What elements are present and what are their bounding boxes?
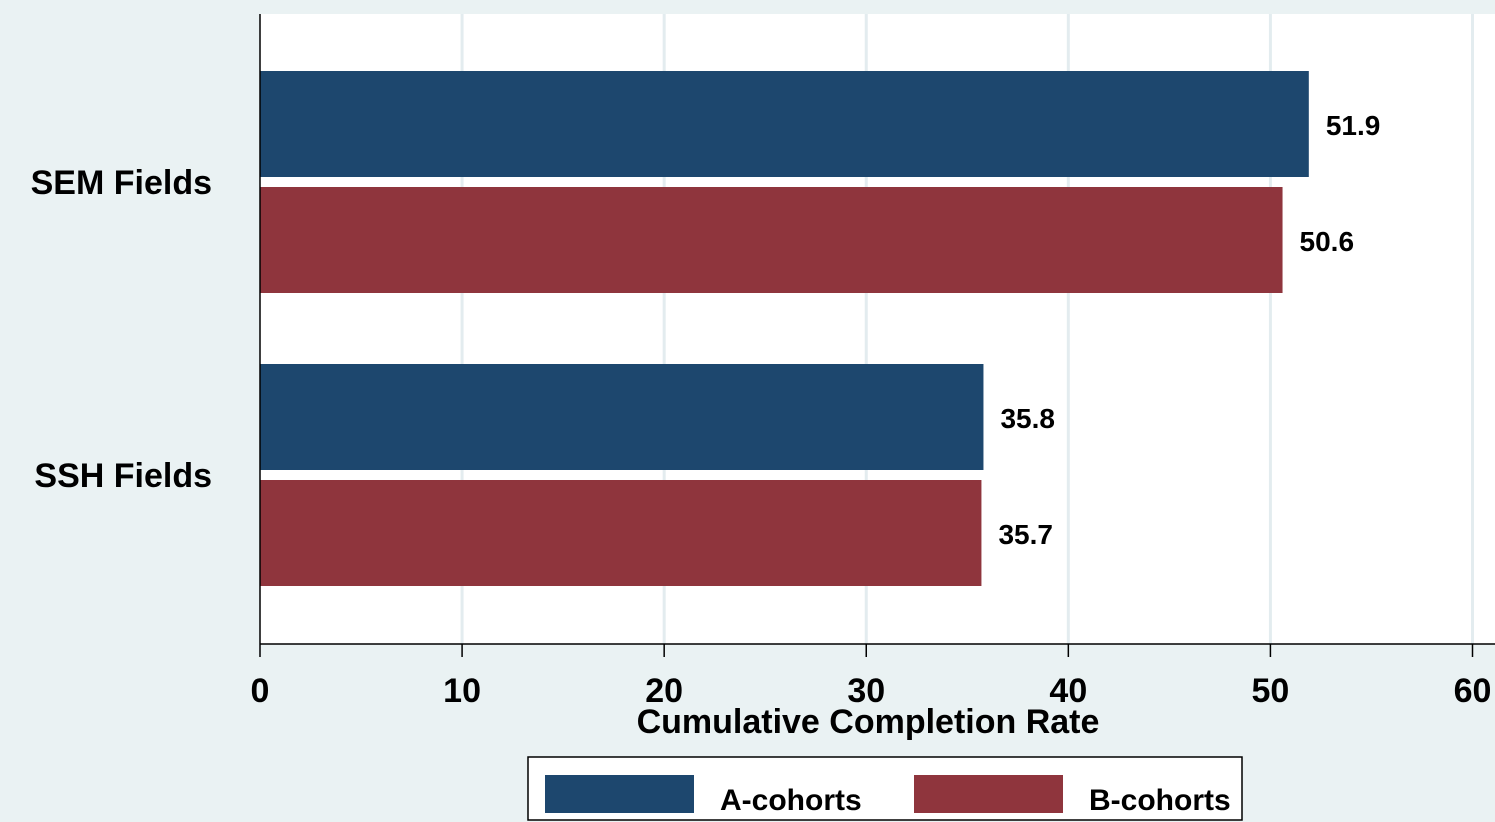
data-labels: 51.9 50.6 35.8 35.7: [998, 110, 1380, 550]
bars: [260, 71, 1309, 586]
legend-swatch-a-cohorts: [545, 775, 694, 813]
y-category-label: SEM Fields: [31, 164, 212, 202]
x-tick-label-40: 40: [1049, 672, 1087, 710]
legend: A-cohorts B-cohorts: [527, 756, 1243, 821]
x-tick-label-60: 60: [1454, 672, 1492, 710]
x-tick-label-10: 10: [443, 672, 481, 710]
x-axis-ticks: 0 10 20 30 40 50 60: [251, 644, 1492, 710]
x-tick-label-20: 20: [645, 672, 683, 710]
data-label: 51.9: [1326, 110, 1381, 141]
data-label: 35.8: [1000, 403, 1054, 434]
bar-a-cohorts-1: [260, 364, 984, 470]
x-tick-label-50: 50: [1252, 672, 1290, 710]
x-tick-label-30: 30: [847, 672, 885, 710]
x-tick-label-0: 0: [251, 672, 270, 710]
data-label: 50.6: [1300, 226, 1355, 257]
legend-label-b-cohorts: B-cohorts: [1089, 784, 1231, 817]
y-axis-categories: SEM Fields SSH Fields: [31, 164, 212, 495]
y-category-label: SSH Fields: [34, 457, 212, 495]
legend-swatch-b-cohorts: [914, 775, 1063, 813]
legend-label-a-cohorts: A-cohorts: [720, 784, 862, 817]
bar-b-cohorts-1: [260, 480, 982, 586]
x-axis-label: Cumulative Completion Rate: [637, 703, 1100, 741]
bar-a-cohorts-0: [260, 71, 1309, 177]
data-label: 35.7: [998, 519, 1053, 550]
bar-b-cohorts-0: [260, 187, 1283, 293]
